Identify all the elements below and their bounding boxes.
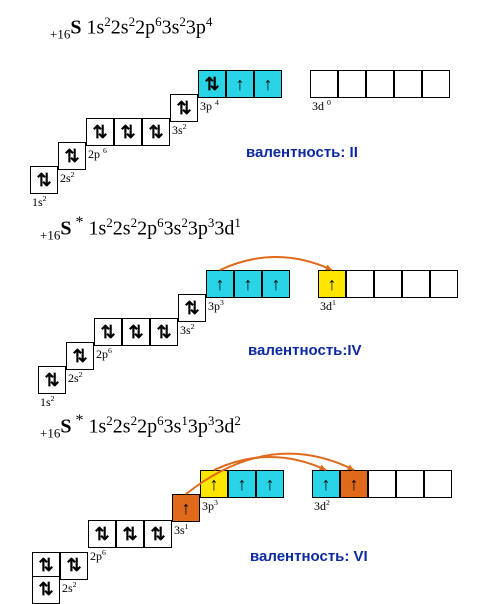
orbital-cell bbox=[424, 470, 452, 498]
orbital-label: 2p6 bbox=[96, 347, 112, 360]
orbital-cell: ↑ bbox=[340, 470, 368, 498]
orbital-cell: ⇅ bbox=[86, 118, 114, 146]
orbital-cell bbox=[310, 70, 338, 98]
orbital-cell: ↑ bbox=[234, 270, 262, 298]
orbital-cell bbox=[366, 70, 394, 98]
orbital-cell: ↑ bbox=[228, 470, 256, 498]
orbital-label: 3s2 bbox=[172, 123, 187, 136]
orbital-cell bbox=[346, 270, 374, 298]
orbital-label: 1s2 bbox=[40, 395, 55, 408]
valency-label: валентность:IV bbox=[248, 342, 362, 359]
orbital-label: 1s2 bbox=[32, 195, 47, 208]
orbital-cell: ⇅ bbox=[116, 520, 144, 548]
orbital-cell: ⇅ bbox=[38, 366, 66, 394]
orbital-cell bbox=[396, 470, 424, 498]
orbital-cell: ⇅ bbox=[142, 118, 170, 146]
orbital-cell: ⇅ bbox=[32, 576, 60, 604]
orbital-cell: ↑ bbox=[262, 270, 290, 298]
orbital-cell: ↑ bbox=[200, 470, 228, 498]
orbital-label: 3d1 bbox=[320, 299, 336, 312]
electron-configuration: +16S * 1s22s22p63s23p33d1 bbox=[40, 214, 241, 244]
valency-label: валентность: VI bbox=[250, 548, 368, 565]
orbital-label: 3p 4 bbox=[200, 99, 219, 112]
orbital-cell: ⇅ bbox=[178, 294, 206, 322]
orbital-label: 3s1 bbox=[174, 523, 189, 536]
orbital-label: 2s2 bbox=[60, 171, 75, 184]
orbital-cell: ⇅ bbox=[144, 520, 172, 548]
orbital-cell: ⇅ bbox=[122, 318, 150, 346]
electron-config-diagram: +16S 1s22s22p63s23p4⇅1s2⇅2s2⇅⇅⇅2p 6⇅3s2⇅… bbox=[0, 0, 500, 603]
electron-configuration: +16S 1s22s22p63s23p4 bbox=[50, 14, 212, 43]
valency-label: валентность: II bbox=[246, 144, 358, 161]
orbital-cell: ⇅ bbox=[88, 520, 116, 548]
orbital-cell: ↑ bbox=[226, 70, 254, 98]
orbital-cell: ⇅ bbox=[30, 166, 58, 194]
orbital-cell bbox=[368, 470, 396, 498]
orbital-cell bbox=[402, 270, 430, 298]
orbital-label: 3d 0 bbox=[312, 99, 331, 112]
orbital-label: 2p 6 bbox=[88, 147, 107, 160]
orbital-label: 3p3 bbox=[208, 299, 224, 312]
orbital-cell: ⇅ bbox=[94, 318, 122, 346]
orbital-cell: ⇅ bbox=[58, 142, 86, 170]
orbital-cell bbox=[374, 270, 402, 298]
orbital-cell: ⇅ bbox=[114, 118, 142, 146]
orbital-cell bbox=[338, 70, 366, 98]
orbital-label: 2p6 bbox=[90, 549, 106, 562]
orbital-cell: ↑ bbox=[206, 270, 234, 298]
orbital-label: 3s2 bbox=[180, 323, 195, 336]
orbital-cell bbox=[394, 70, 422, 98]
orbital-cell bbox=[422, 70, 450, 98]
orbital-cell: ⇅ bbox=[66, 342, 94, 370]
orbital-label: 3d2 bbox=[314, 499, 330, 512]
orbital-cell: ⇅ bbox=[60, 552, 88, 580]
orbital-cell: ⇅ bbox=[198, 70, 226, 98]
orbital-cell: ↑ bbox=[172, 494, 200, 522]
electron-configuration: +16S * 1s22s22p63s13p33d2 bbox=[40, 412, 241, 442]
orbital-cell: ↑ bbox=[312, 470, 340, 498]
orbital-cell: ↑ bbox=[254, 70, 282, 98]
orbital-label: 3p3 bbox=[202, 499, 218, 512]
orbital-cell: ⇅ bbox=[150, 318, 178, 346]
orbital-cell: ↑ bbox=[256, 470, 284, 498]
orbital-cell: ⇅ bbox=[170, 94, 198, 122]
orbital-label: 2s2 bbox=[62, 581, 77, 594]
orbital-cell: ↑ bbox=[318, 270, 346, 298]
orbital-cell bbox=[430, 270, 458, 298]
orbital-label: 2s2 bbox=[68, 371, 83, 384]
